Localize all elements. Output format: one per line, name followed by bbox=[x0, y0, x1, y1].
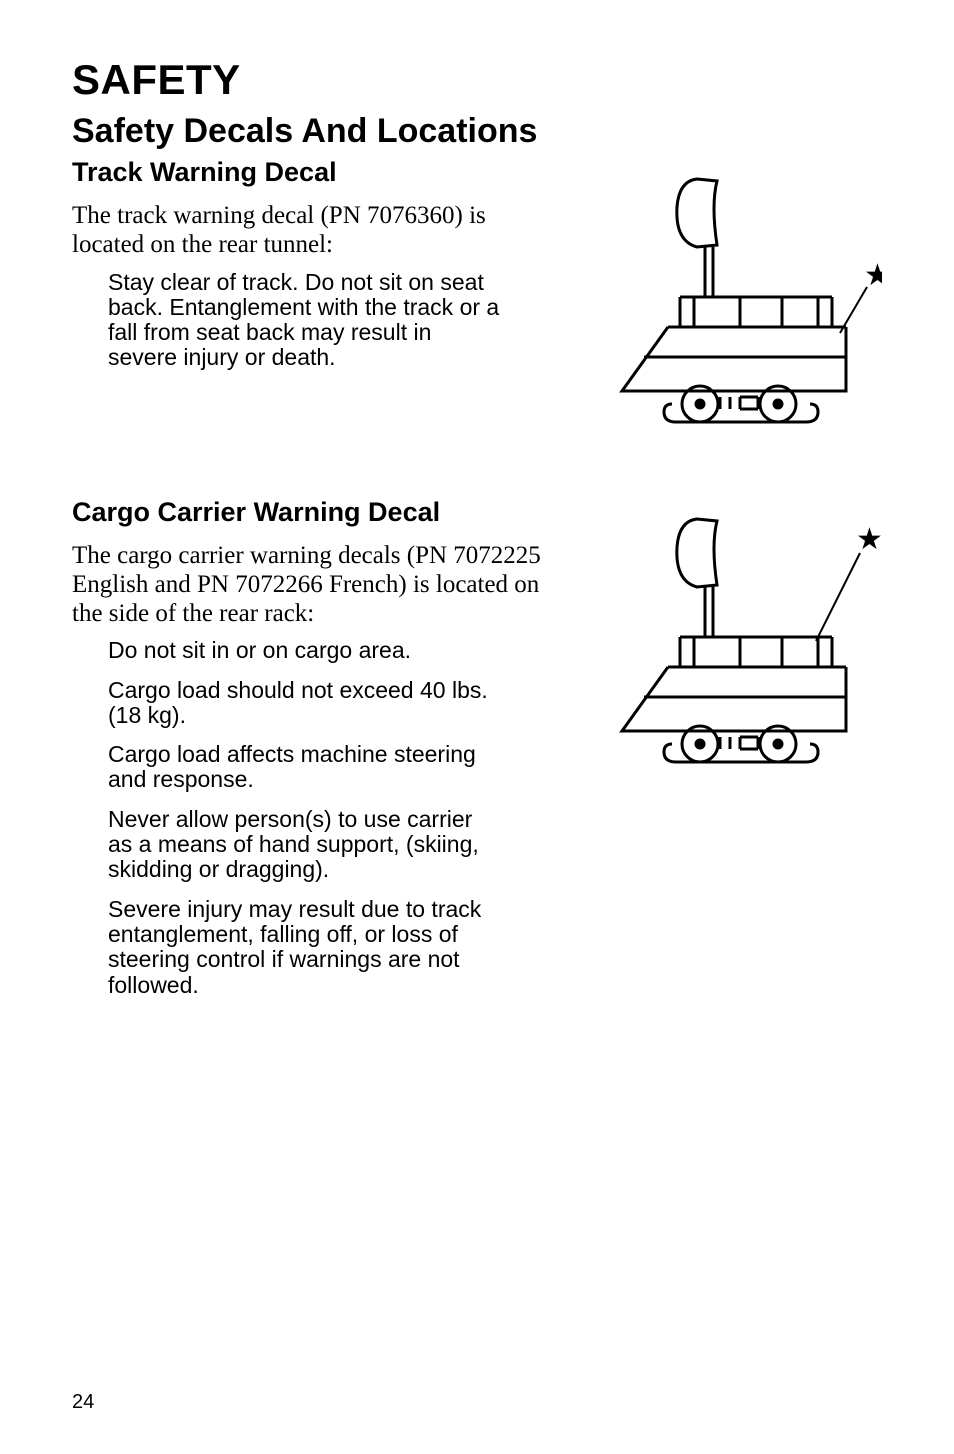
star-marker-icon: ★ bbox=[864, 259, 882, 292]
snowmobile-rear-diagram-bottom: ★ bbox=[582, 497, 882, 767]
cargo-section: Cargo Carrier Warning Decal The cargo ca… bbox=[72, 497, 882, 1012]
cargo-heading: Cargo Carrier Warning Decal bbox=[72, 497, 554, 528]
cargo-text-column: Cargo Carrier Warning Decal The cargo ca… bbox=[72, 497, 554, 1012]
track-intro: The track warning decal (PN 7076360) is … bbox=[72, 202, 542, 260]
cargo-item: Cargo load affects machine steering and … bbox=[108, 742, 502, 793]
cargo-item: Cargo load should not exceed 40 lbs. (18… bbox=[108, 678, 502, 729]
track-diagram-column: ★ bbox=[582, 157, 882, 427]
snowmobile-rear-diagram-top: ★ bbox=[582, 157, 882, 427]
star-marker-icon: ★ bbox=[856, 523, 882, 556]
page-title: SAFETY bbox=[72, 56, 882, 104]
track-item: Stay clear of track. Do not sit on seat … bbox=[108, 270, 502, 371]
page-subtitle: Safety Decals And Locations bbox=[72, 112, 882, 151]
track-heading: Track Warning Decal bbox=[72, 157, 554, 188]
track-items: Stay clear of track. Do not sit on seat … bbox=[72, 270, 502, 371]
track-text-column: Track Warning Decal The track warning de… bbox=[72, 157, 554, 385]
track-section: Track Warning Decal The track warning de… bbox=[72, 157, 882, 427]
cargo-item: Severe injury may result due to track en… bbox=[108, 897, 502, 998]
cargo-intro: The cargo carrier warning decals (PN 707… bbox=[72, 542, 554, 628]
page-number: 24 bbox=[72, 1391, 94, 1414]
cargo-item: Never allow person(s) to use carrier as … bbox=[108, 807, 502, 883]
cargo-item: Do not sit in or on cargo area. bbox=[108, 638, 502, 663]
cargo-diagram-column: ★ bbox=[582, 497, 882, 767]
cargo-items: Do not sit in or on cargo area. Cargo lo… bbox=[72, 638, 502, 998]
